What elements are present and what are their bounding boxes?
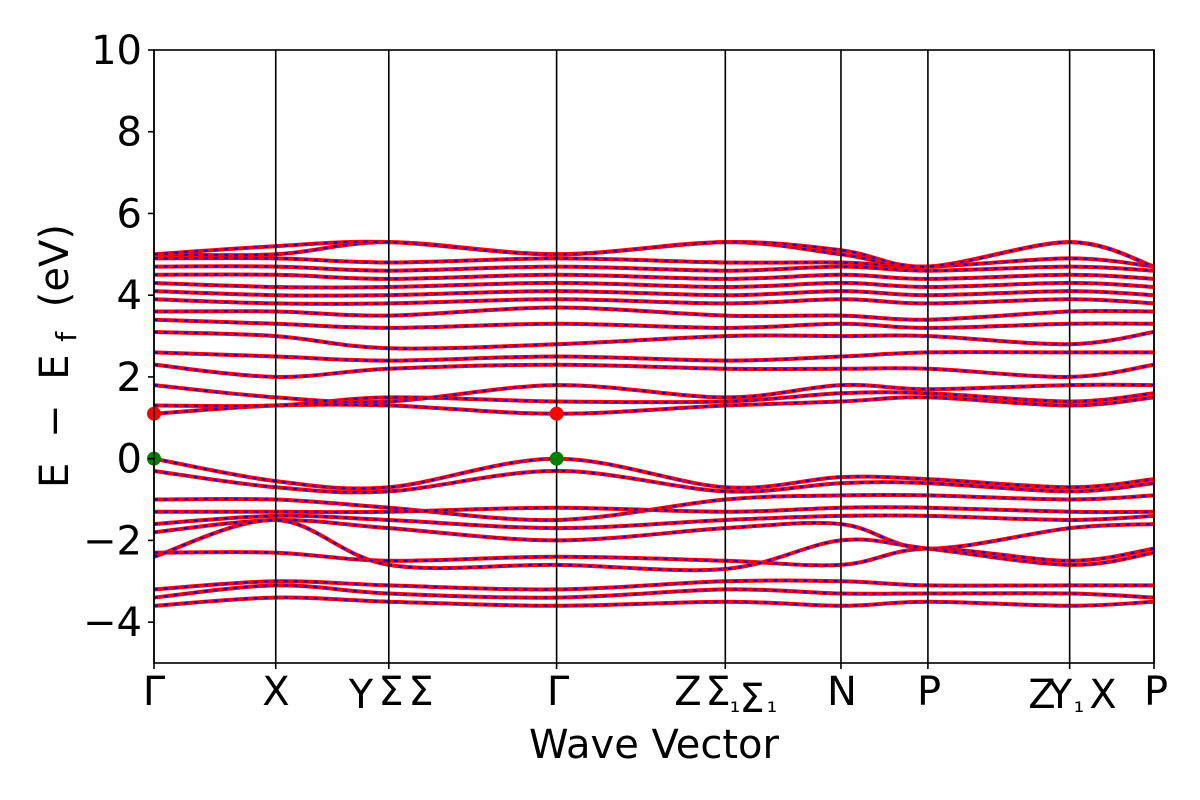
band-line-dashed-18 xyxy=(154,306,1154,321)
y-tick-label-3: 4 xyxy=(117,273,142,319)
y-tick-label-2: 6 xyxy=(117,191,142,237)
kpoint-label-n: N xyxy=(827,669,857,715)
band-line-dashed-8 xyxy=(154,579,1154,591)
kpoint-label-gamma-start: Γ xyxy=(143,669,166,715)
ylabel-sub-f: f xyxy=(50,331,83,342)
band-line-dashed-1 xyxy=(154,469,1154,494)
band-line-dashed-21 xyxy=(154,281,1154,289)
kpoint-label-z2: Z xyxy=(1028,672,1055,718)
band-line-dashed-16 xyxy=(154,330,1154,350)
bands-layer xyxy=(154,239,1154,608)
band-line-dashed-13 xyxy=(154,383,1154,404)
y-tick-label-4: 2 xyxy=(117,355,142,401)
band-line-7 xyxy=(154,517,1154,573)
y-tick-label-1: 8 xyxy=(117,110,142,156)
band-line-dashed-0 xyxy=(154,457,1154,490)
kpoint-label-p-end: P xyxy=(1144,669,1168,715)
kpoint-label-x: X xyxy=(262,669,289,715)
band-line-dashed-6 xyxy=(154,547,1154,567)
y-tick-label-0: 10 xyxy=(91,28,142,74)
band-line-dashed-14 xyxy=(154,363,1154,379)
y-axis-label: E − E f (eV) xyxy=(32,224,86,488)
band-line-dashed-23 xyxy=(154,265,1154,272)
band-marker-3 xyxy=(549,406,564,421)
band-line-dashed-3 xyxy=(154,506,1154,514)
kpoint-label-sigma-b: Σ xyxy=(408,669,433,715)
band-line-dashed-19 xyxy=(154,298,1154,306)
svg-text:E − E f: E − E f (eV) xyxy=(32,224,86,488)
kpoint-label-sigma-a: Σ xyxy=(378,669,403,715)
band-marker-1 xyxy=(549,451,564,466)
kpoint-label-sigma1-b: Σ xyxy=(739,676,764,722)
ylabel-e1: E xyxy=(32,463,78,488)
x-axis-label: Wave Vector xyxy=(529,722,780,768)
band-line-dashed-20 xyxy=(154,289,1154,297)
y-tick-label-7: −4 xyxy=(83,600,142,646)
kpoint-label-sigma1-a: Σ xyxy=(705,669,730,715)
band-line-dashed-5 xyxy=(154,518,1154,550)
ylabel-unit: (eV) xyxy=(32,224,78,307)
kpoint-label-sigma1-a-sub: ₁ xyxy=(730,689,740,719)
ylabel-minus: − xyxy=(32,404,78,438)
band-line-dashed-17 xyxy=(154,318,1154,330)
band-line-dashed-2 xyxy=(154,493,1154,522)
band-line-dashed-15 xyxy=(154,350,1154,362)
band-line-dashed-9 xyxy=(154,584,1154,599)
band-line-dashed-22 xyxy=(154,273,1154,281)
plot-frame xyxy=(153,49,1155,664)
kpoint-label-gamma-mid: Γ xyxy=(547,669,570,715)
band-line-dashed-24 xyxy=(154,256,1154,268)
y-tick-label-5: 0 xyxy=(117,437,142,483)
band-line-dashed-12 xyxy=(154,391,1154,408)
kpoint-label-y: Y xyxy=(348,672,374,718)
band-edge-markers xyxy=(147,406,564,466)
band-line-dashed-4 xyxy=(154,514,1154,530)
x-axis-ticks xyxy=(153,663,1155,669)
band-line-dashed-7 xyxy=(154,518,1154,572)
ylabel-e2: E xyxy=(32,354,78,379)
band-line-dashed-26 xyxy=(154,240,1154,268)
kpoint-label-y1-sub: ₁ xyxy=(1074,689,1084,719)
kpoint-label-y1: Y xyxy=(1047,672,1073,718)
kpoint-label-x2: X xyxy=(1089,672,1116,718)
x-kpoint-labels: Γ X Y Σ Σ Γ Z Σ ₁ Σ ₁ N P Z Y ₁ X P xyxy=(143,669,1168,722)
y-tick-label-6: −2 xyxy=(83,518,142,564)
kpoint-label-p-mid: P xyxy=(917,669,941,715)
kpoint-label-sigma1-b-sub: ₁ xyxy=(767,689,777,719)
band-line-dashed-10 xyxy=(154,596,1154,607)
kpoint-label-z: Z xyxy=(674,669,701,715)
y-axis-ticks: 10 8 6 4 2 0 −2 −4 xyxy=(83,28,154,646)
